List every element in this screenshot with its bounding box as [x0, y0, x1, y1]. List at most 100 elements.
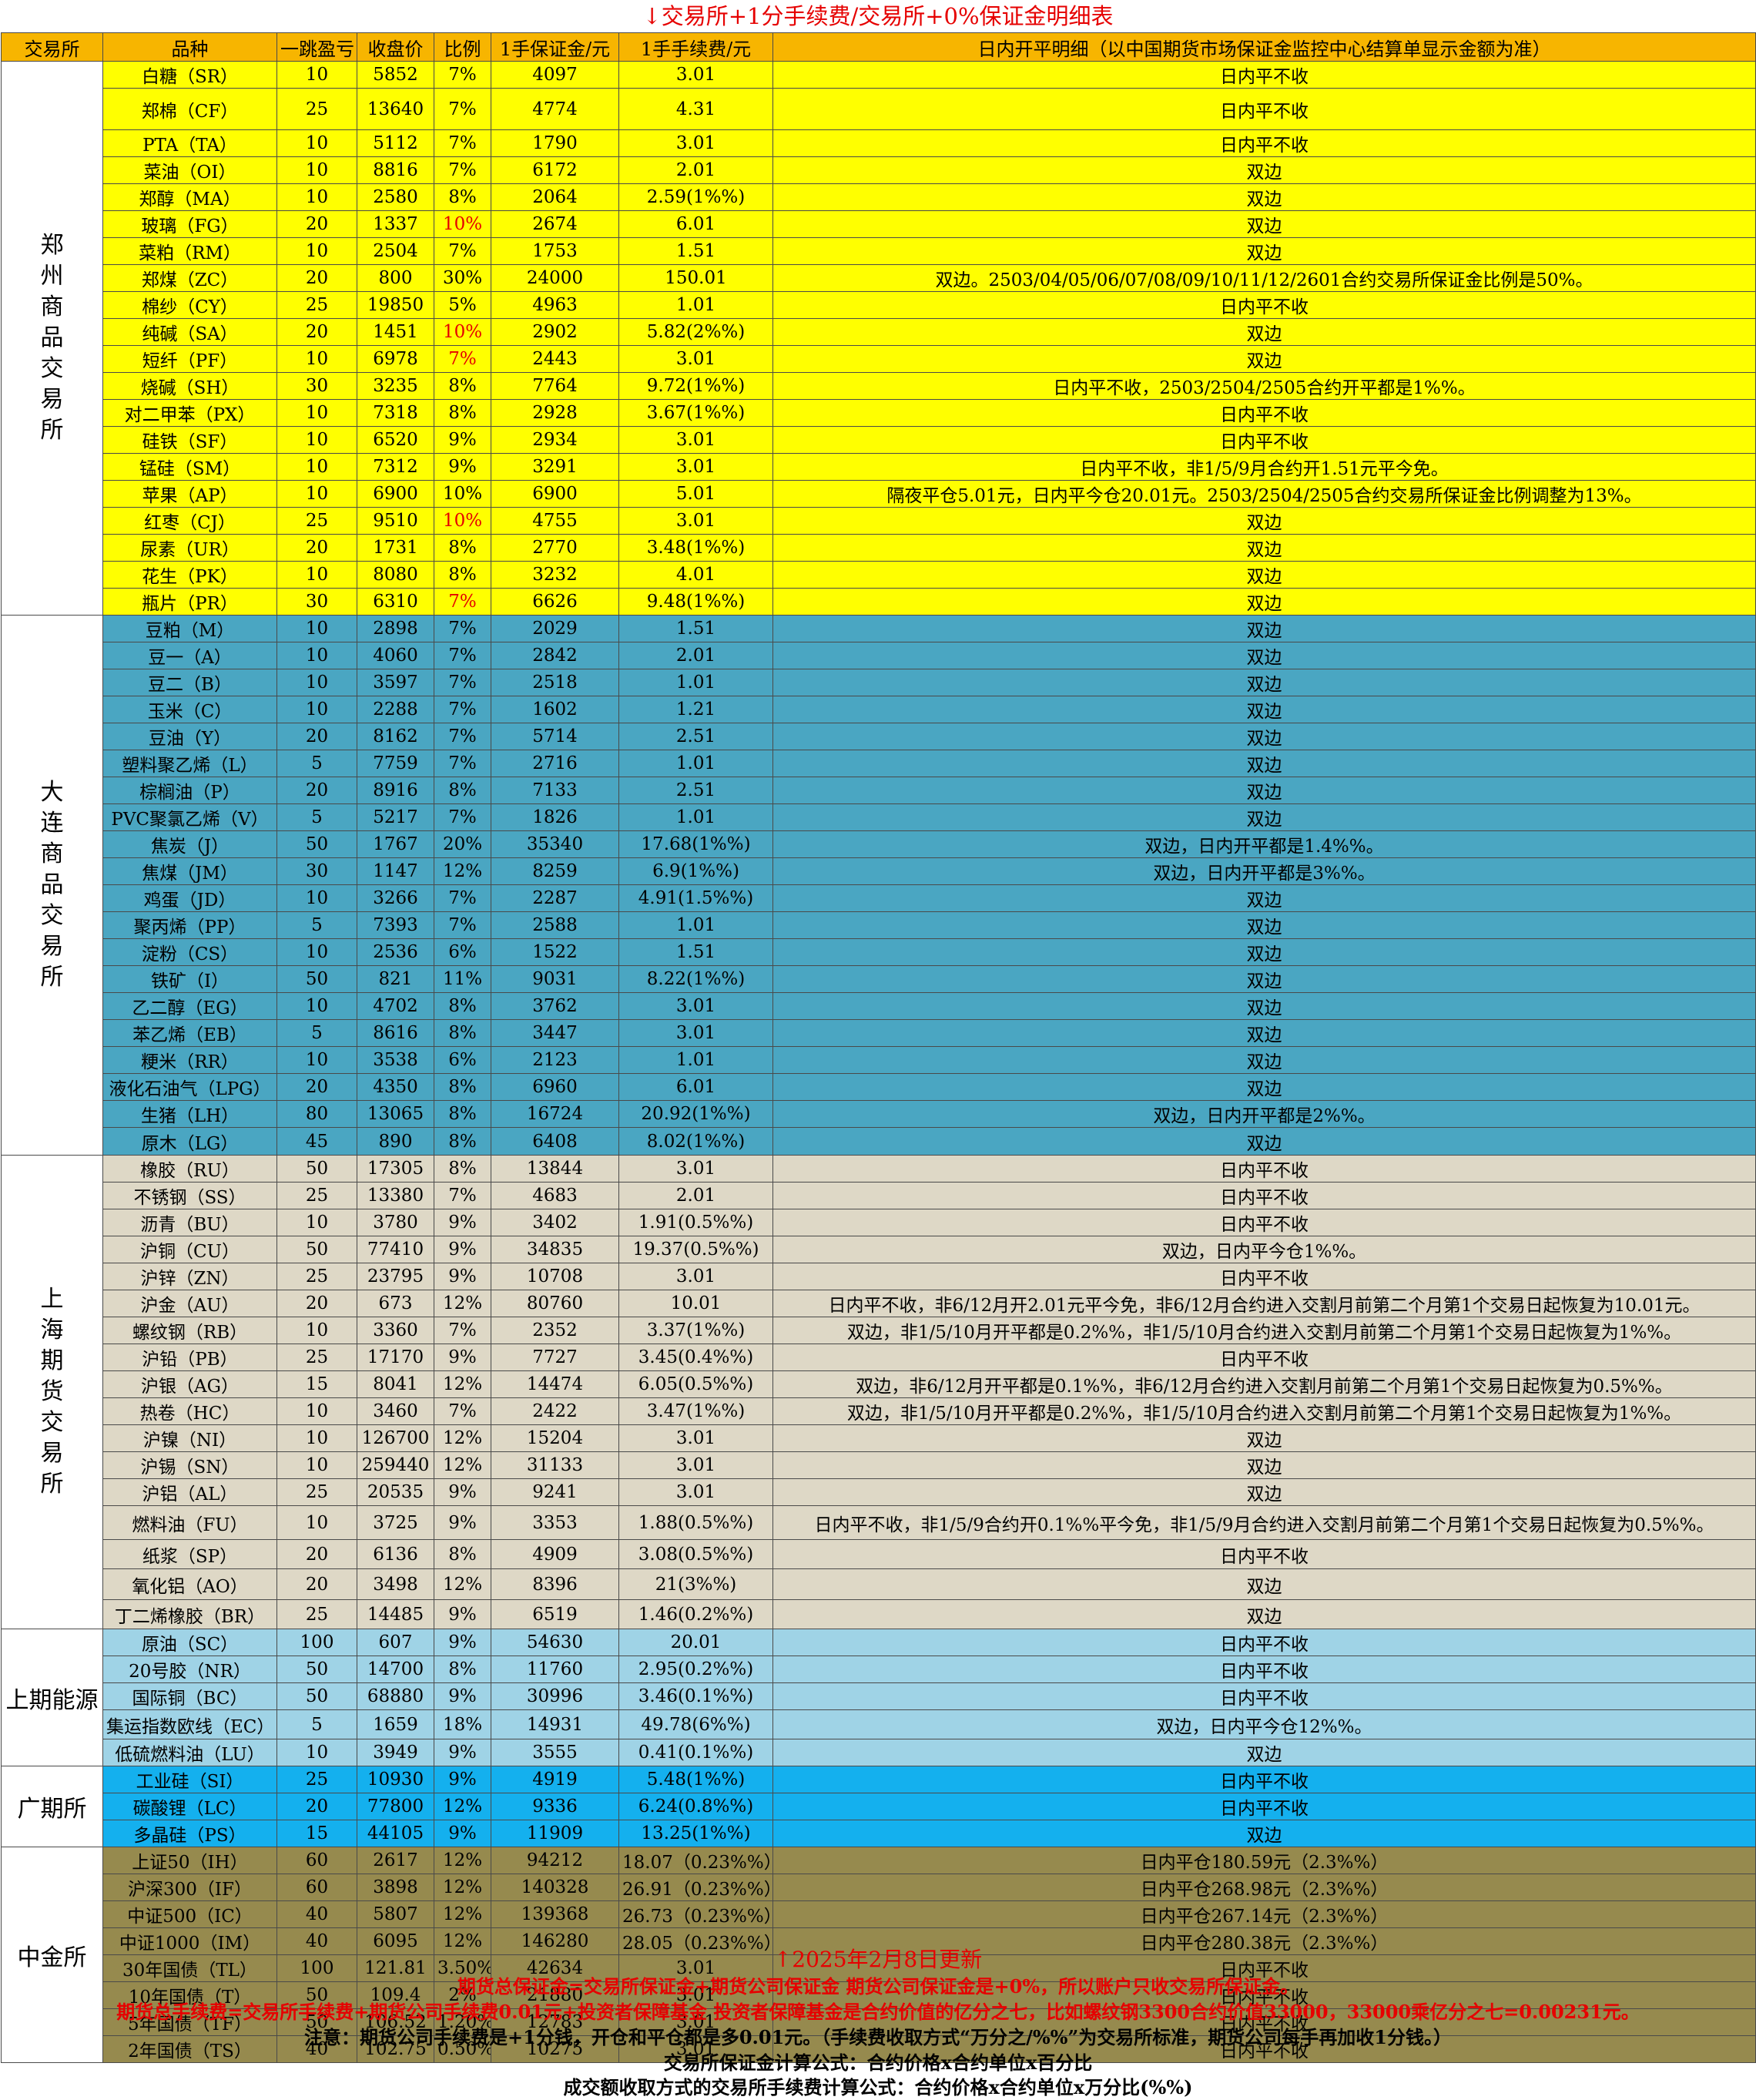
fee-cell: 3.01 [618, 453, 773, 481]
product-cell: 生猪（LH） [102, 1100, 277, 1128]
close-price-cell: 607 [357, 1629, 434, 1656]
close-price-cell: 9510 [357, 507, 434, 535]
table-row: 粳米（RR） 10 3538 6% 2123 1.01 双边 [2, 1046, 1756, 1074]
product-cell: 焦炭（J） [102, 830, 277, 858]
margin-cell: 2842 [491, 642, 619, 669]
close-price-cell: 19850 [357, 291, 434, 319]
fee-cell: 1.01 [618, 291, 773, 319]
table-row: 尿素（UR） 20 1731 8% 2770 3.48(1%%) 双边 [2, 534, 1756, 562]
margin-cell: 2770 [491, 534, 619, 562]
table-row: 原木（LG） 45 890 8% 6408 8.02(1%%) 双边 [2, 1127, 1756, 1156]
tick-value-cell: 100 [276, 1629, 357, 1656]
tick-value-cell: 10 [276, 129, 357, 157]
intraday-detail-cell: 双边 [772, 884, 1756, 912]
intraday-detail-cell: 日内平不收，2503/2504/2505合约开平都是1%%。 [772, 372, 1756, 400]
table-row: 中金所 上证50（IH） 60 2617 12% 94212 18.07（0.23%%） 日内… [1, 1847, 1756, 2063]
fee-cell: 1.88(0.5%%) [618, 1505, 773, 1540]
margin-cell: 4683 [491, 1182, 619, 1209]
margin-cell: 140328 [491, 1874, 619, 1901]
table-row: 对二甲苯（PX） 10 7318 8% 2928 3.67(1%%) 日内平不收 [2, 399, 1756, 427]
fee-cell: 1.01 [618, 669, 773, 696]
product-cell: 对二甲苯（PX） [102, 399, 277, 427]
intraday-detail-cell: 日内平不收 [772, 1344, 1756, 1371]
close-price-cell: 8080 [357, 561, 434, 589]
fee-cell: 3.67(1%%) [618, 399, 773, 427]
margin-cell: 31133 [491, 1451, 619, 1479]
product-cell: 集运指数欧线（EC） [102, 1709, 277, 1739]
fee-cell: 3.46(0.1%%) [618, 1682, 773, 1710]
table-row: 氧化铝（AO） 20 3498 12% 8396 21(3%%) 双边 [2, 1568, 1756, 1600]
ratio-cell: 10% [434, 480, 491, 508]
tick-value-cell: 10 [276, 237, 357, 265]
intraday-detail-cell: 双边 [772, 750, 1756, 777]
tick-value-cell: 50 [276, 830, 357, 858]
table-row: 中证500（IC） 40 5807 12% 139368 26.73（0.23%%） 日内平… [2, 1900, 1756, 1928]
product-cell: 花生（PK） [102, 561, 277, 589]
product-cell: 5年国债（TF） [102, 2008, 277, 2036]
close-price-cell: 5852 [357, 61, 434, 89]
close-price-cell: 890 [357, 1127, 434, 1156]
intraday-detail-cell: 双边 [772, 803, 1756, 831]
close-price-cell: 20535 [357, 1478, 434, 1506]
exchange-ine: 上期能源 [1, 1629, 103, 1766]
table-row: 菜油（OI） 10 8816 7% 6172 2.01 双边 [2, 156, 1756, 184]
ratio-cell: 8% [434, 1019, 491, 1047]
margin-cell: 3353 [491, 1505, 619, 1540]
margin-cell: 2352 [491, 1317, 619, 1344]
product-cell: 橡胶（RU） [102, 1155, 277, 1183]
page-title: ↓交易所+1分手续费/交易所+0%保证金明细表 [0, 0, 1756, 32]
tick-value-cell: 20 [276, 1568, 357, 1600]
fee-cell: 3.01 [618, 1478, 773, 1506]
margin-cell: 13844 [491, 1155, 619, 1183]
table-row: 塑料聚乙烯（L） 5 7759 7% 2716 1.01 双边 [2, 750, 1756, 777]
margin-cell: 9241 [491, 1478, 619, 1506]
margin-cell: 14474 [491, 1370, 619, 1398]
close-price-cell: 8616 [357, 1019, 434, 1047]
table-row: 2年国债（TS） 40 102.75 0.50% 10275 3.01 日内平不收 [2, 2035, 1756, 2063]
intraday-detail-cell: 双边 [772, 723, 1756, 750]
margin-cell: 2716 [491, 750, 619, 777]
product-cell: 沪铅（PB） [102, 1344, 277, 1371]
ratio-cell: 7% [434, 345, 491, 373]
close-price-cell: 3780 [357, 1209, 434, 1236]
fee-cell: 6.9(1%%) [618, 857, 773, 885]
tick-value-cell: 10 [276, 1505, 357, 1540]
margin-cell: 10708 [491, 1263, 619, 1290]
margin-cell: 3447 [491, 1019, 619, 1047]
intraday-detail-cell: 双边 [772, 1739, 1756, 1766]
fee-cell: 26.73（0.23%%） [618, 1900, 773, 1928]
ratio-cell: 3.50% [434, 1954, 491, 1982]
product-cell: 沪铜（CU） [102, 1236, 277, 1263]
product-cell: 豆二（B） [102, 669, 277, 696]
close-price-cell: 6136 [357, 1539, 434, 1569]
fee-cell: 3.01 [618, 426, 773, 454]
col-header-exchange: 交易所 [1, 32, 103, 62]
tick-value-cell: 40 [276, 2035, 357, 2063]
tick-value-cell: 20 [276, 723, 357, 750]
product-cell: 沪深300（IF） [102, 1874, 277, 1901]
ratio-cell: 12% [434, 1568, 491, 1600]
close-price-cell: 13380 [357, 1182, 434, 1209]
product-cell: 上证50（IH） [102, 1847, 277, 1874]
table-row: 沪铜（CU） 50 77410 9% 34835 19.37(0.5%%) 双边，日内平今仓… [2, 1236, 1756, 1263]
margin-cell: 2287 [491, 884, 619, 912]
ratio-cell: 6% [434, 1046, 491, 1074]
fee-cell: 3.45(0.4%%) [618, 1344, 773, 1371]
close-price-cell: 102.75 [357, 2035, 434, 2063]
tick-value-cell: 25 [276, 291, 357, 319]
ratio-cell: 7% [434, 669, 491, 696]
tick-value-cell: 10 [276, 615, 357, 642]
tick-value-cell: 20 [276, 1793, 357, 1820]
intraday-detail-cell: 日内平不收 [772, 1981, 1756, 2009]
tick-value-cell: 5 [276, 1019, 357, 1047]
margin-cell: 2674 [491, 210, 619, 238]
tick-value-cell: 50 [276, 965, 357, 993]
product-cell: 棉纱（CY） [102, 291, 277, 319]
table-row: 沪锌（ZN） 25 23795 9% 10708 3.01 日内平不收 [2, 1263, 1756, 1290]
tick-value-cell: 10 [276, 1317, 357, 1344]
intraday-detail-cell: 双边，日内开平都是2%%。 [772, 1100, 1756, 1128]
table-row: 大连商品交易所豆粕（M） 10 2898 7% 2029 1.51 双边 [1, 615, 1756, 1156]
product-cell: 菜油（OI） [102, 156, 277, 184]
tick-value-cell: 80 [276, 1100, 357, 1128]
ratio-cell: 9% [434, 453, 491, 481]
